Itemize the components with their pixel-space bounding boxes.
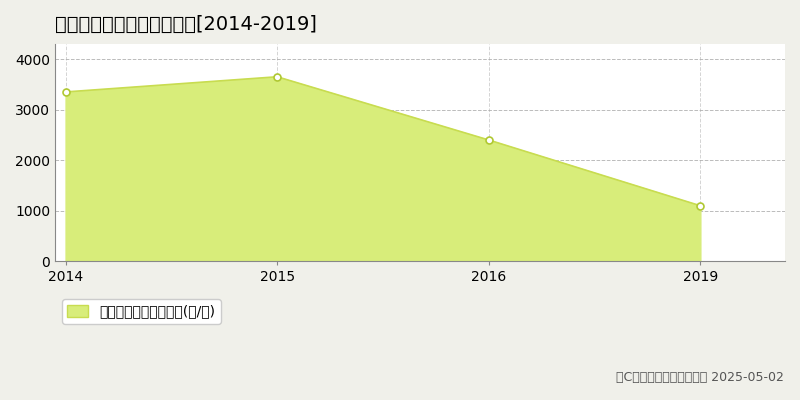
Legend: 林地価格　平均坪単価(円/坪): 林地価格 平均坪単価(円/坪) bbox=[62, 299, 221, 324]
Point bbox=[694, 202, 706, 209]
Point bbox=[270, 74, 283, 80]
Point bbox=[59, 89, 72, 95]
Point bbox=[482, 137, 495, 143]
Text: （C）土地価格ドットコム 2025-05-02: （C）土地価格ドットコム 2025-05-02 bbox=[616, 371, 784, 384]
Text: 佐野市中町　林地価格推移[2014-2019]: 佐野市中町 林地価格推移[2014-2019] bbox=[55, 15, 317, 34]
